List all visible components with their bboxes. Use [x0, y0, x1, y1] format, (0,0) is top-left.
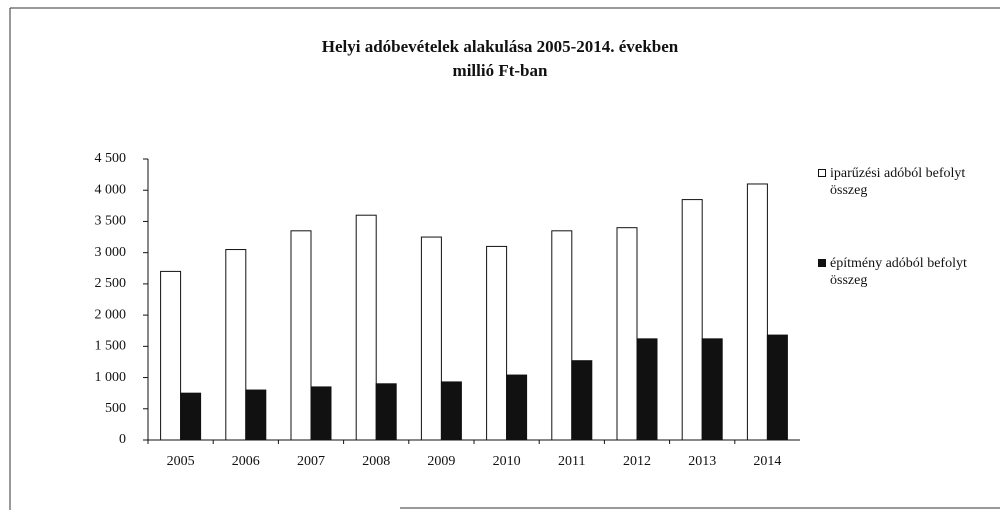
y-tick-label: 4 500: [95, 151, 127, 166]
legend-swatch: [818, 169, 826, 177]
legend: iparűzési adóból befolyt összeg építmény …: [818, 165, 988, 345]
x-tick-label: 2008: [362, 454, 390, 469]
bar: [180, 392, 202, 441]
bar: [355, 214, 377, 441]
x-tick-label: 2007: [297, 454, 325, 469]
bar: [245, 389, 267, 441]
bar: [701, 338, 723, 441]
legend-item: építmény adóból befolyt összeg: [818, 255, 988, 289]
bar: [486, 245, 508, 441]
bar: [636, 338, 658, 441]
bar: [681, 199, 703, 441]
x-tick-label: 2011: [558, 454, 585, 469]
legend-label: iparűzési adóból befolyt összeg: [830, 166, 966, 198]
legend-label: építmény adóból befolyt összeg: [830, 256, 967, 288]
legend-swatch: [818, 259, 826, 267]
x-tick-label: 2010: [493, 454, 521, 469]
bar: [571, 360, 593, 441]
bar: [616, 227, 638, 441]
y-tick-label: 1 500: [95, 339, 127, 354]
x-tick-label: 2009: [427, 454, 455, 469]
legend-item: iparűzési adóból befolyt összeg: [818, 165, 988, 199]
y-tick-label: 2 500: [95, 276, 127, 291]
bar: [746, 183, 768, 441]
bar: [506, 374, 528, 441]
bar: [225, 249, 247, 441]
chart-title: Helyi adóbevételek alakulása 2005-2014. …: [322, 37, 679, 56]
x-tick-label: 2013: [688, 454, 716, 469]
y-tick-label: 2 000: [95, 307, 127, 322]
bar: [310, 386, 332, 441]
bar: [160, 270, 182, 441]
bar: [375, 383, 397, 441]
y-tick-label: 3 000: [95, 245, 127, 260]
x-tick-label: 2006: [232, 454, 260, 469]
bar: [551, 230, 573, 441]
y-tick-label: 3 500: [95, 214, 127, 229]
bar: [290, 230, 312, 441]
x-tick-label: 2005: [167, 454, 195, 469]
bar: [420, 236, 442, 441]
x-tick-label: 2012: [623, 454, 651, 469]
x-tick-label: 2014: [753, 454, 781, 469]
bar: [440, 381, 462, 441]
y-tick-label: 500: [105, 401, 126, 416]
chart-subtitle: millió Ft-ban: [453, 61, 548, 80]
y-tick-label: 4 000: [95, 182, 127, 197]
bar: [766, 334, 788, 441]
y-tick-label: 0: [119, 432, 126, 447]
y-tick-label: 1 000: [95, 370, 127, 385]
